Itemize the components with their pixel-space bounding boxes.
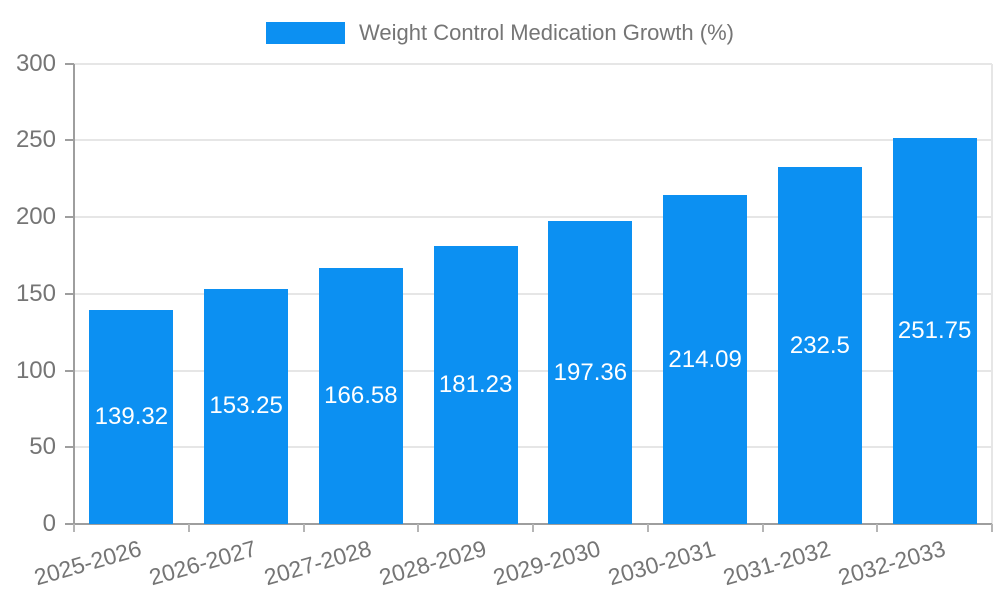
bar[interactable] bbox=[204, 288, 289, 524]
bar[interactable] bbox=[548, 221, 633, 524]
x-tick-label[interactable]: 2029-2030 bbox=[490, 535, 604, 591]
bar-value-label: 181.23 bbox=[438, 370, 513, 398]
y-tick-label: 150 bbox=[15, 279, 56, 307]
gridline bbox=[74, 62, 992, 65]
x-tick bbox=[646, 524, 649, 532]
x-tick-label[interactable]: 2026-2027 bbox=[146, 535, 260, 591]
bar-value-label: 139.32 bbox=[94, 403, 169, 431]
bar[interactable] bbox=[777, 167, 862, 524]
y-tick-label: 50 bbox=[29, 433, 56, 461]
x-tick-label[interactable]: 2032-2033 bbox=[834, 535, 948, 591]
gridline bbox=[74, 369, 992, 372]
x-tick bbox=[187, 524, 190, 532]
x-tick bbox=[73, 524, 75, 532]
bar-value-label: 251.75 bbox=[897, 316, 972, 344]
x-tick bbox=[532, 524, 534, 532]
gridline bbox=[74, 292, 992, 295]
x-tick bbox=[761, 524, 764, 532]
bar-value-label: 197.36 bbox=[553, 358, 628, 386]
y-tick bbox=[65, 62, 74, 65]
y-tick bbox=[65, 292, 74, 295]
y-tick-label: 100 bbox=[15, 356, 56, 384]
legend-label: Weight Control Medication Growth (%) bbox=[359, 20, 734, 45]
gridline bbox=[74, 446, 992, 449]
legend-swatch bbox=[266, 22, 346, 44]
y-tick-label: 300 bbox=[15, 49, 56, 77]
x-tick-label[interactable]: 2028-2029 bbox=[375, 535, 489, 591]
bar-value-label: 153.25 bbox=[209, 392, 283, 420]
x-tick bbox=[302, 524, 305, 532]
bar[interactable] bbox=[663, 195, 748, 524]
bar[interactable] bbox=[433, 245, 518, 524]
x-tick-label[interactable]: 2025-2026 bbox=[31, 535, 145, 591]
bar-value-label: 232.5 bbox=[789, 331, 850, 359]
y-tick bbox=[65, 523, 74, 525]
x-tick bbox=[991, 524, 993, 532]
y-tick-label: 250 bbox=[15, 126, 56, 154]
bar[interactable] bbox=[892, 137, 977, 524]
x-tick bbox=[876, 524, 879, 532]
y-axis-line bbox=[73, 63, 75, 532]
y-tick bbox=[65, 446, 74, 449]
gridline bbox=[74, 216, 992, 218]
x-tick-label[interactable]: 2030-2031 bbox=[605, 535, 719, 591]
gridline bbox=[74, 139, 992, 142]
x-tick-label[interactable]: 2031-2032 bbox=[720, 535, 834, 591]
x-tick-label[interactable]: 2027-2028 bbox=[261, 535, 375, 591]
y-tick-label: 0 bbox=[42, 510, 56, 537]
legend[interactable]: Weight Control Medication Growth (%) bbox=[0, 20, 1000, 46]
y-tick-label: 200 bbox=[15, 203, 56, 230]
bar[interactable] bbox=[318, 268, 403, 524]
y-tick bbox=[65, 369, 74, 372]
plot-right-border bbox=[991, 63, 993, 524]
x-tick bbox=[417, 524, 420, 532]
y-tick bbox=[65, 139, 74, 142]
y-tick bbox=[65, 216, 74, 218]
bar[interactable] bbox=[89, 310, 174, 524]
bar-value-label: 166.58 bbox=[324, 382, 398, 410]
bar-value-label: 214.09 bbox=[668, 345, 742, 373]
